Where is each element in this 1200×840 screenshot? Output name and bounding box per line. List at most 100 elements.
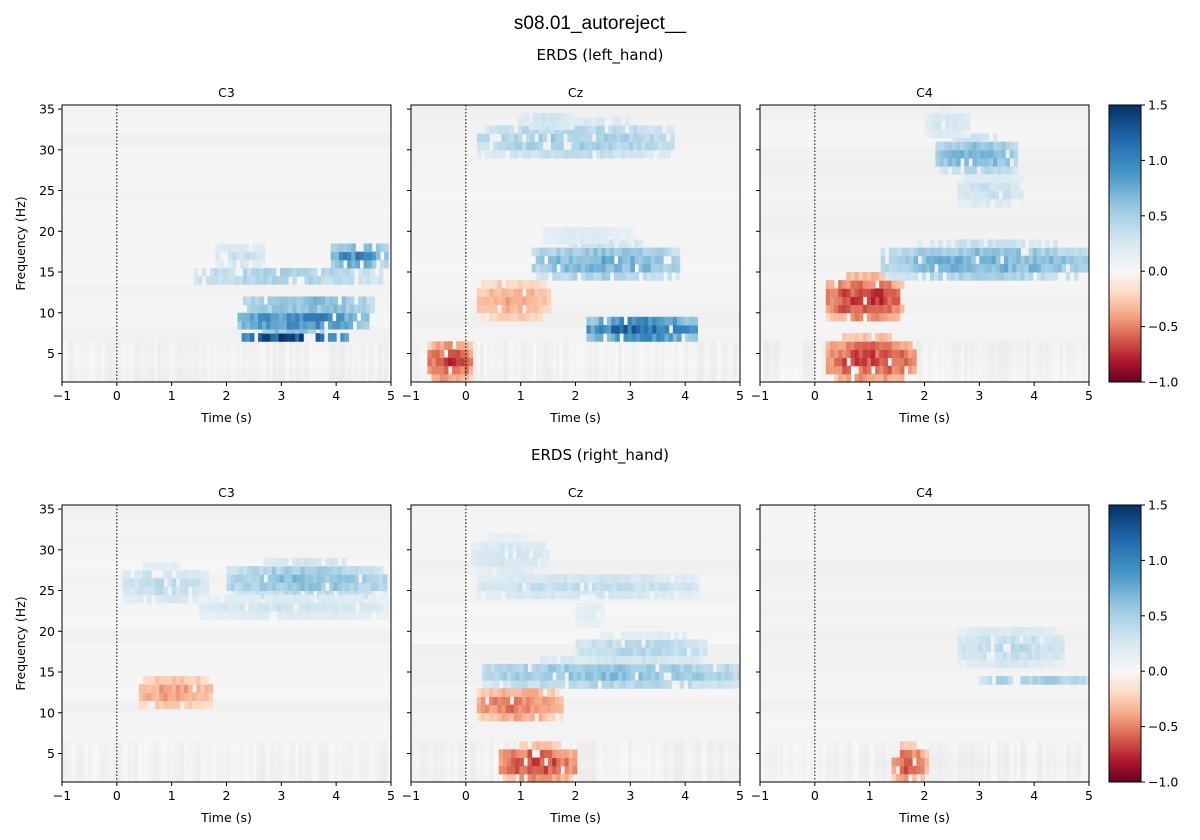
- background-stripe: [657, 741, 662, 782]
- heatmap-cell: [979, 263, 984, 273]
- heatmap-cell: [928, 121, 934, 130]
- heatmap-cell: [1002, 182, 1008, 192]
- x-tick-label: 1: [517, 788, 525, 803]
- heatmap-cell: [263, 276, 269, 285]
- heatmap-cell: [587, 141, 593, 151]
- heatmap-cell: [645, 574, 651, 583]
- heatmap-cell: [375, 594, 381, 604]
- heatmap-cell: [631, 316, 637, 326]
- heatmap-cell: [1024, 255, 1030, 265]
- heatmap-cell: [608, 631, 614, 640]
- heatmap-cell: [316, 582, 322, 592]
- heatmap-cell: [1008, 263, 1013, 273]
- heatmap-cell: [475, 566, 481, 575]
- heatmap-cell: [482, 680, 487, 689]
- background-stripe: [572, 341, 576, 382]
- background-stripe: [529, 341, 534, 382]
- background-stripe: [203, 741, 208, 782]
- heatmap-cell: [259, 566, 265, 575]
- background-stripe: [269, 341, 273, 382]
- heatmap-cell: [241, 312, 247, 322]
- heatmap-cell: [179, 676, 185, 685]
- heatmap-cell: [646, 272, 652, 281]
- heatmap-cell: [892, 255, 898, 265]
- background-stripe: [1075, 741, 1080, 782]
- heatmap-cell: [600, 574, 605, 583]
- heatmap-cell: [523, 672, 529, 681]
- heatmap-cell: [549, 121, 555, 130]
- background-stripe: [75, 341, 79, 382]
- heatmap-cell: [344, 320, 350, 330]
- heatmap-cell: [600, 141, 605, 151]
- heatmap-cell: [252, 602, 258, 612]
- heatmap-cell: [650, 663, 656, 673]
- heatmap-cell: [838, 349, 843, 359]
- background-stripe: [601, 741, 606, 782]
- heatmap-cell: [659, 672, 664, 681]
- background-stripe: [437, 741, 442, 782]
- heatmap-cell: [678, 582, 683, 592]
- heatmap-cell: [282, 312, 288, 322]
- heatmap-cell: [593, 663, 598, 673]
- heatmap-cell: [949, 105, 954, 114]
- heatmap-cell: [858, 288, 864, 297]
- heatmap-cell: [648, 324, 653, 334]
- heatmap-cell: [608, 149, 614, 159]
- heatmap-cell: [530, 582, 535, 592]
- heatmap-cell: [468, 357, 474, 367]
- heatmap-cell: [251, 276, 256, 285]
- heatmap-cell: [249, 312, 255, 322]
- heatmap-cell: [596, 125, 601, 135]
- heatmap-cell: [936, 121, 942, 130]
- heatmap-cell: [617, 663, 623, 673]
- heatmap-cell: [559, 149, 564, 159]
- heatmap-cell: [892, 247, 898, 257]
- background-stripe: [190, 741, 194, 782]
- heatmap-cell: [891, 288, 897, 297]
- heatmap-cell: [509, 704, 515, 714]
- heatmap-cell: [646, 247, 652, 257]
- heatmap-cell: [568, 272, 574, 281]
- heatmap-cell: [834, 373, 839, 382]
- x-tick-label: 1: [866, 388, 874, 403]
- heatmap-cell: [962, 255, 968, 265]
- heatmap-cell: [497, 288, 502, 297]
- background-stripe: [539, 341, 543, 382]
- heatmap-cell: [255, 574, 260, 583]
- background-stripe: [163, 741, 168, 782]
- heatmap-cell: [951, 166, 957, 175]
- background-stripe: [338, 741, 343, 782]
- background-stripe: [987, 341, 991, 382]
- heatmap-cell: [542, 696, 548, 706]
- heatmap-cell: [498, 672, 504, 681]
- heatmap-cell: [199, 594, 204, 604]
- heatmap-cell: [537, 113, 542, 122]
- background-stripe: [588, 341, 593, 382]
- heatmap-cell: [142, 700, 148, 710]
- heatmap-cell: [652, 316, 657, 326]
- background-band: [62, 505, 391, 520]
- heatmap-cell: [545, 549, 550, 559]
- heatmap-cell: [829, 357, 835, 367]
- heatmap-cell: [628, 141, 634, 151]
- heatmap-cell: [1006, 182, 1012, 192]
- heatmap-cell: [1082, 255, 1087, 265]
- heatmap-cell: [891, 757, 897, 767]
- heatmap-cell: [1036, 263, 1042, 273]
- x-tick-label: 0: [462, 788, 470, 803]
- x-tick-label: 0: [811, 788, 819, 803]
- heatmap-cell: [590, 316, 596, 326]
- heatmap-cell: [1013, 157, 1019, 167]
- heatmap-cell: [163, 570, 169, 579]
- heatmap-cell: [524, 566, 530, 575]
- heatmap-cell: [608, 655, 614, 665]
- heatmap-cell: [337, 267, 343, 277]
- heatmap-cell: [522, 712, 527, 722]
- heatmap-cell: [167, 578, 173, 587]
- heatmap-cell: [1001, 141, 1006, 151]
- heatmap-cell: [263, 582, 269, 592]
- heatmap-cell: [505, 304, 511, 314]
- heatmap-cell: [664, 324, 670, 334]
- heatmap-cell: [587, 619, 593, 628]
- heatmap-cell: [203, 602, 208, 612]
